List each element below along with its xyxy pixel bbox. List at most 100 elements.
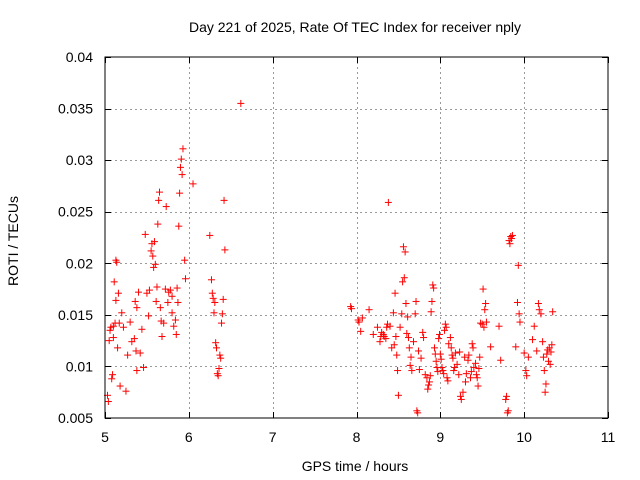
data-point (461, 353, 469, 361)
data-point (414, 409, 422, 417)
y-tick-label: 0.015 (58, 307, 93, 323)
data-point (402, 300, 410, 308)
data-point (453, 360, 461, 368)
data-point (487, 343, 495, 351)
data-point (105, 337, 113, 345)
x-tick-label: 8 (353, 429, 361, 445)
data-point (210, 309, 218, 317)
x-axis-label: GPS time / hours (302, 458, 409, 474)
data-point (147, 247, 155, 255)
x-tick-label: 10 (516, 429, 532, 445)
data-point (497, 356, 505, 364)
data-point (522, 367, 530, 375)
data-point (456, 392, 464, 400)
data-point (206, 231, 214, 239)
data-point (386, 322, 394, 330)
data-point (145, 286, 153, 294)
data-point (420, 334, 428, 342)
data-point (412, 297, 420, 305)
data-point (173, 284, 181, 292)
data-point (171, 316, 179, 324)
data-point (432, 357, 440, 365)
data-point (515, 310, 523, 318)
data-point (151, 260, 159, 268)
data-point (399, 278, 407, 286)
data-point (166, 286, 174, 294)
data-point (168, 309, 176, 317)
y-tick-label: 0.02 (66, 255, 93, 271)
data-point (446, 334, 454, 342)
data-point (468, 340, 476, 348)
data-point (533, 347, 541, 355)
x-tick-label: 5 (101, 429, 109, 445)
data-point (214, 372, 222, 380)
data-point (411, 310, 419, 318)
data-point (126, 318, 134, 326)
data-point (212, 339, 220, 347)
data-point (403, 329, 411, 337)
y-tick-label: 0.03 (66, 152, 93, 168)
data-point (115, 319, 123, 327)
data-point (447, 344, 455, 352)
data-point (114, 344, 122, 352)
data-point (211, 298, 219, 306)
data-point (523, 372, 531, 380)
data-point (435, 330, 443, 338)
data-point (445, 340, 453, 348)
data-point (389, 309, 397, 317)
data-point (508, 231, 516, 239)
data-point (404, 313, 412, 321)
data-point (539, 353, 547, 361)
data-point (534, 300, 542, 308)
data-point (106, 326, 114, 334)
data-point (110, 278, 118, 286)
data-point (155, 196, 163, 204)
data-point (544, 357, 552, 365)
data-point (392, 333, 400, 341)
data-point (176, 163, 184, 171)
data-point (113, 258, 121, 266)
data-point (164, 298, 172, 306)
data-point (441, 326, 449, 334)
data-point (109, 322, 117, 330)
data-point (382, 335, 390, 343)
data-point (514, 261, 522, 269)
data-point (396, 323, 404, 331)
data-point (153, 283, 161, 291)
data-point (473, 374, 481, 382)
y-tick-label: 0.025 (58, 204, 93, 220)
data-point (104, 397, 112, 405)
data-point (108, 375, 116, 383)
data-point (512, 343, 520, 351)
data-point (219, 295, 227, 303)
data-point (421, 371, 429, 379)
data-point (237, 99, 245, 107)
data-point (189, 180, 197, 188)
data-point (541, 388, 549, 396)
data-point (399, 243, 407, 251)
data-point (476, 353, 484, 361)
data-point (426, 372, 434, 380)
data-point (472, 371, 480, 379)
data-point (436, 350, 444, 358)
data-point (138, 325, 146, 333)
data-point (109, 334, 117, 342)
data-point (546, 360, 554, 368)
data-point (140, 363, 148, 371)
data-point (419, 328, 427, 336)
data-point (404, 334, 412, 342)
data-point (437, 355, 445, 363)
y-tick-labels: 0.005 0.01 0.015 0.02 0.025 0.03 0.035 0.04 (58, 49, 93, 426)
data-point (472, 359, 480, 367)
data-point (478, 320, 486, 328)
data-point (425, 378, 433, 386)
data-point (207, 276, 215, 284)
data-point (401, 248, 409, 256)
data-point (524, 353, 532, 361)
data-point (162, 203, 170, 211)
data-point (539, 338, 547, 346)
data-point (508, 235, 516, 243)
data-point (408, 367, 416, 375)
data-point (543, 350, 551, 358)
